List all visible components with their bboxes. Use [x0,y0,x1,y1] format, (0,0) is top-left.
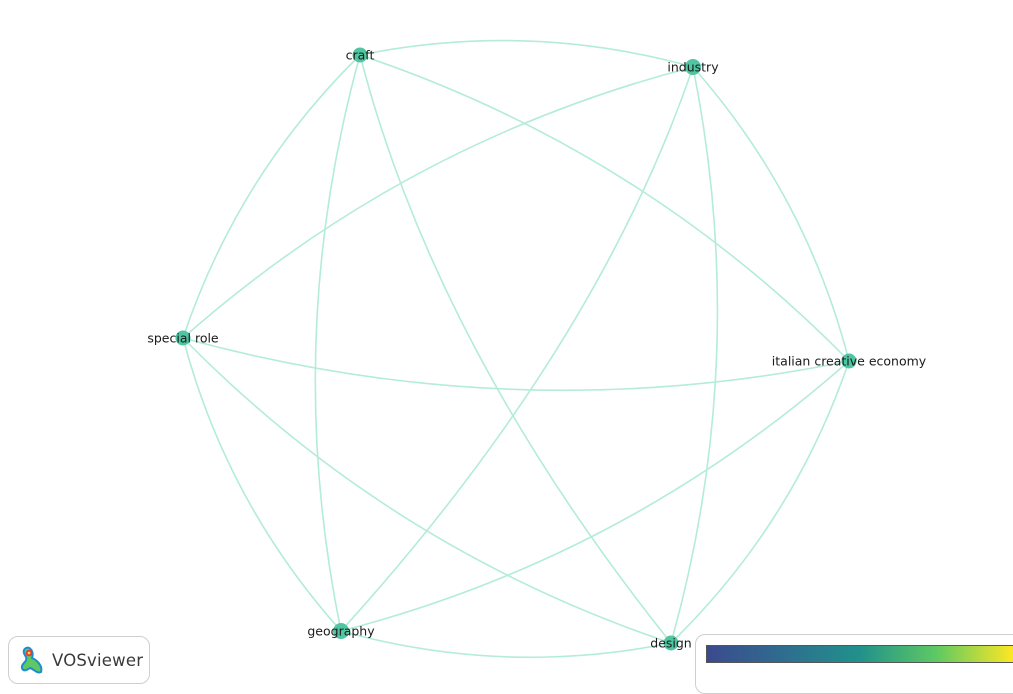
node-label-industry[interactable]: industry [667,60,719,75]
node-geography[interactable] [333,623,349,639]
edge-italian_creative_economy-design [670,360,850,644]
node-special_role[interactable] [175,330,191,346]
edge-craft-design [359,54,672,644]
node-label-geography[interactable]: geography [307,624,375,639]
edge-craft-special_role [182,54,361,339]
edge-industry-special_role [182,66,694,339]
node-label-design[interactable]: design [650,636,691,651]
edge-craft-industry [359,39,694,68]
node-industry[interactable] [685,59,701,75]
edge-industry-italian_creative_economy [692,66,850,362]
edge-special_role-design [182,337,672,644]
edge-italian_creative_economy-geography [340,360,850,632]
edge-geography-design [340,630,672,659]
node-label-special_role[interactable]: special role [147,331,219,346]
node-label-craft[interactable]: craft [346,48,375,63]
logo-text: VOSviewer [52,650,144,670]
edge-craft-geography [314,54,361,632]
edge-special_role-geography [182,337,342,632]
edge-layer [182,39,850,659]
edge-craft-italian_creative_economy [359,54,850,362]
color-scale-panel [695,634,1013,694]
node-label-italian_creative_economy[interactable]: italian creative economy [772,354,927,369]
vosviewer-logo: VOSviewer [8,636,150,684]
vosviewer-logo-icon [20,646,43,674]
color-scale-bar [706,645,1013,663]
edge-special_role-italian_creative_economy [182,337,850,392]
edge-industry-design [670,66,719,644]
edge-industry-geography [340,66,694,632]
node-italian_creative_economy[interactable] [841,353,857,369]
node-layer [175,47,857,651]
label-layer: craft industry special role italian creativ… [147,48,926,651]
node-craft[interactable] [352,47,368,63]
node-design[interactable] [663,635,679,651]
